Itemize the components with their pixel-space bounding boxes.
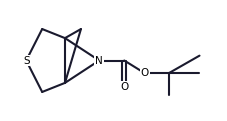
Text: O: O [120,82,128,91]
Text: S: S [23,56,30,65]
Text: O: O [140,68,148,78]
Text: N: N [95,56,103,65]
